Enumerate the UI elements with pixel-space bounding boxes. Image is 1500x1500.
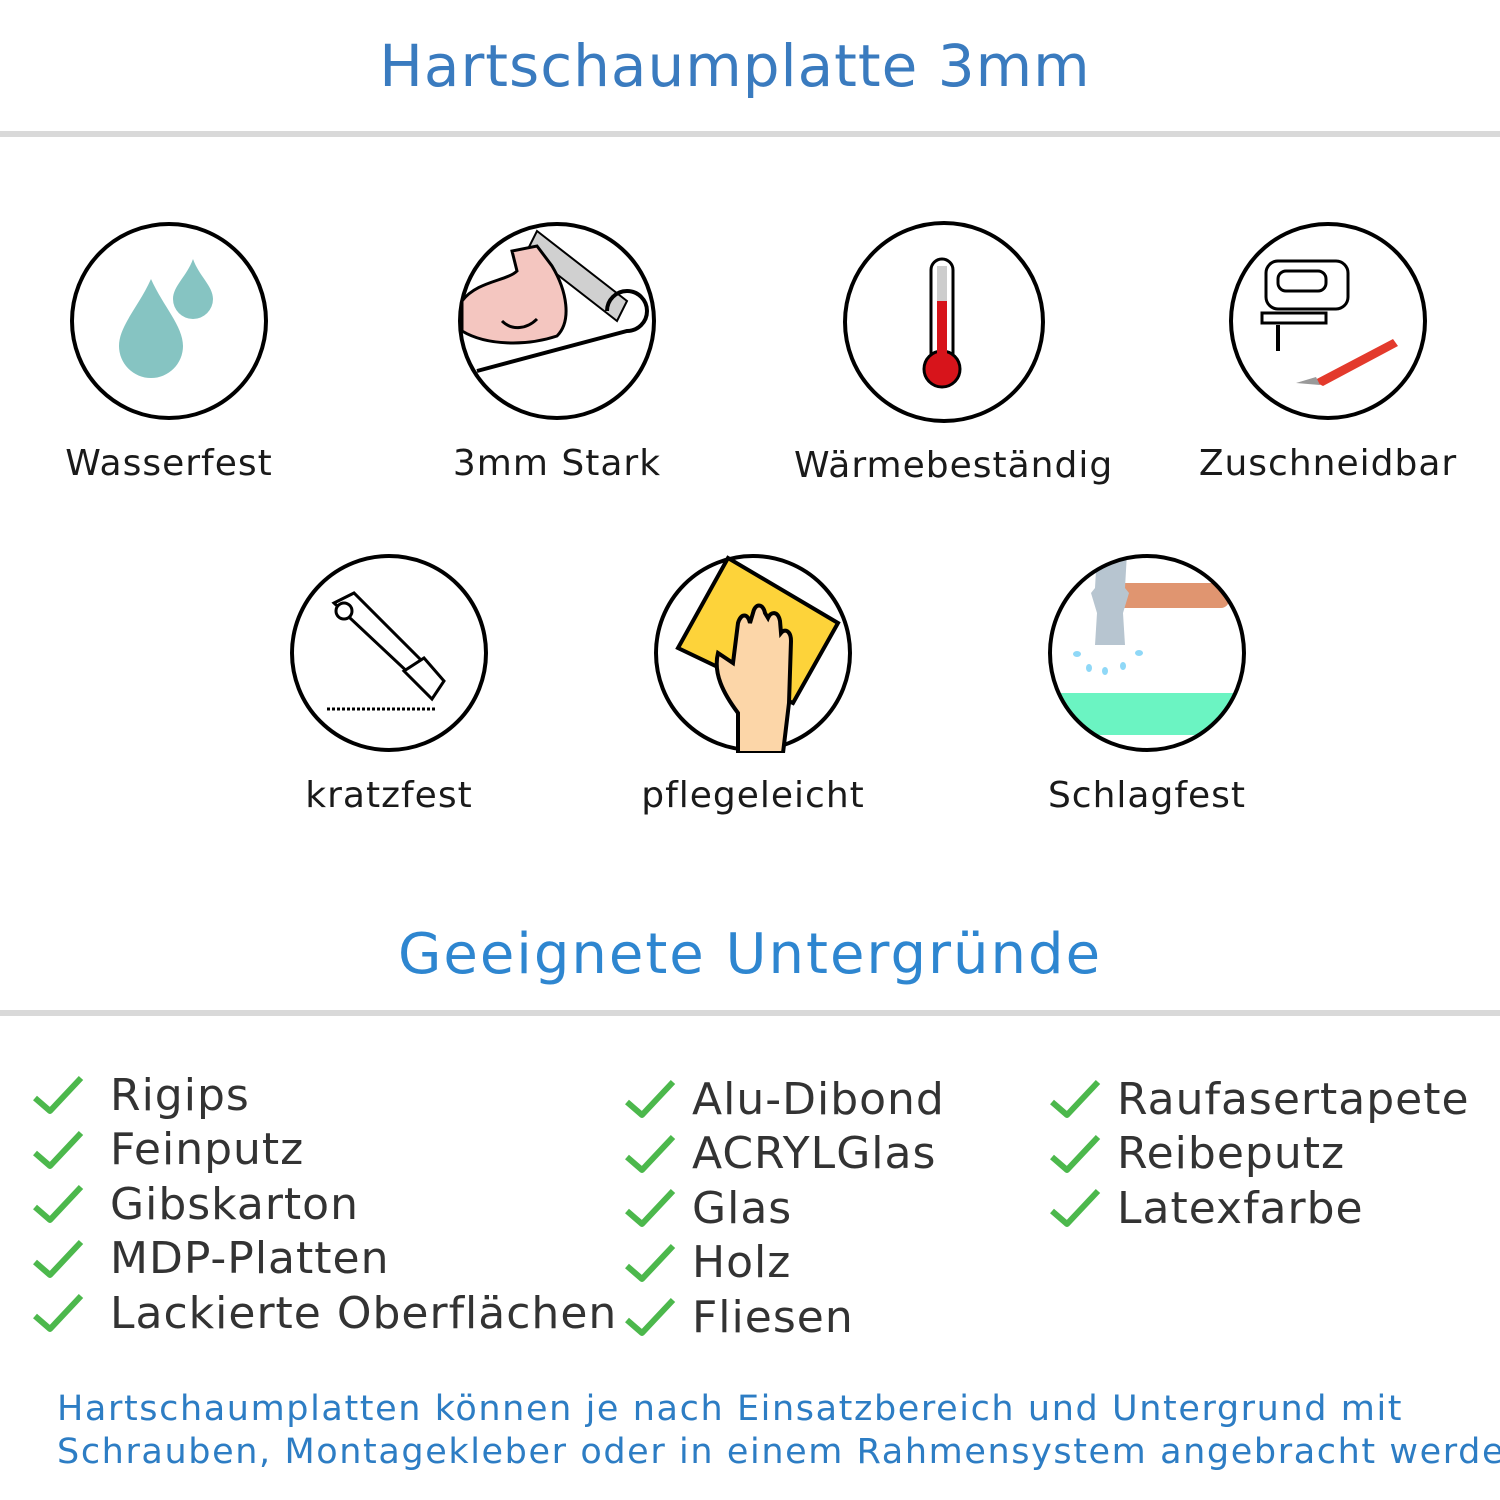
feature-kratzfest: kratzfest bbox=[239, 553, 539, 816]
hammer-icon bbox=[1048, 554, 1246, 752]
feature-schlagfest: Schlagfest bbox=[997, 553, 1297, 816]
water-drops-icon bbox=[70, 222, 268, 420]
thermometer-icon bbox=[843, 221, 1045, 423]
cleaning-sponge-hand-icon bbox=[654, 554, 852, 753]
feature-3mm-stark: 3mm Stark bbox=[407, 221, 707, 484]
feature-pflegeleicht: pflegeleicht bbox=[603, 553, 903, 816]
divider bbox=[0, 131, 1500, 137]
surface-list-col3: Raufasertapete Reibeputz Latexfarbe bbox=[1049, 1072, 1470, 1236]
checkmark-icon bbox=[1049, 1078, 1101, 1120]
checkmark-icon bbox=[1049, 1133, 1101, 1175]
item-label: Gibskarton bbox=[110, 1178, 359, 1230]
feature-label: 3mm Stark bbox=[452, 443, 662, 484]
item-label: MDP-Platten bbox=[110, 1233, 390, 1285]
checkmark-icon bbox=[624, 1242, 676, 1284]
checkmark-icon bbox=[32, 1292, 84, 1334]
mounting-note: Hartschaumplatten können je nach Einsatz… bbox=[57, 1388, 1500, 1474]
item-label: ACRYLGlas bbox=[692, 1128, 937, 1180]
jigsaw-knife-icon bbox=[1229, 222, 1427, 420]
list-item: Latexfarbe bbox=[1049, 1181, 1470, 1236]
note-line: Hartschaumplatten können je nach Einsatz… bbox=[57, 1389, 1404, 1429]
strong-arm-icon bbox=[458, 222, 656, 420]
list-item: Gibskarton bbox=[32, 1177, 617, 1232]
list-item: Lackierte Oberflächen bbox=[32, 1286, 617, 1341]
list-item: Reibeputz bbox=[1049, 1127, 1470, 1182]
item-label: Fliesen bbox=[692, 1291, 854, 1343]
section-heading: Geeignete Untergründe bbox=[397, 922, 1103, 987]
surface-list-col1: Rigips Feinputz Gibskarton MDP-Platten L… bbox=[32, 1068, 617, 1341]
item-label: Raufasertapete bbox=[1117, 1073, 1470, 1125]
list-item: Glas bbox=[624, 1181, 945, 1236]
cutter-knife-icon bbox=[290, 554, 488, 752]
feature-label: kratzfest bbox=[305, 775, 473, 816]
checkmark-icon bbox=[32, 1183, 84, 1225]
item-label: Alu-Dibond bbox=[692, 1073, 945, 1125]
surface-list-col2: Alu-Dibond ACRYLGlas Glas Holz Fliesen bbox=[624, 1072, 945, 1345]
divider bbox=[0, 1010, 1500, 1016]
checkmark-icon bbox=[32, 1074, 84, 1116]
list-item: Holz bbox=[624, 1236, 945, 1291]
item-label: Latexfarbe bbox=[1117, 1182, 1364, 1234]
checkmark-icon bbox=[624, 1296, 676, 1338]
item-label: Glas bbox=[692, 1182, 793, 1234]
item-label: Rigips bbox=[110, 1069, 250, 1121]
item-label: Feinputz bbox=[110, 1124, 305, 1176]
checkmark-icon bbox=[1049, 1187, 1101, 1229]
checkmark-icon bbox=[624, 1133, 676, 1175]
feature-wasserfest: Wasserfest bbox=[19, 221, 319, 484]
page-title: Hartschaumplatte 3mm bbox=[379, 32, 1091, 100]
feature-label: Schlagfest bbox=[1047, 775, 1247, 816]
feature-label: Wärmebeständig bbox=[794, 445, 1114, 486]
feature-label: Zuschneidbar bbox=[1198, 443, 1458, 484]
item-label: Lackierte Oberflächen bbox=[110, 1287, 618, 1339]
list-item: Raufasertapete bbox=[1049, 1072, 1470, 1127]
list-item: Fliesen bbox=[624, 1290, 945, 1345]
list-item: MDP-Platten bbox=[32, 1232, 617, 1287]
feature-label: Wasserfest bbox=[65, 443, 273, 484]
note-line: Schrauben, Montagekleber oder in einem R… bbox=[57, 1432, 1500, 1472]
feature-zuschneidbar: Zuschneidbar bbox=[1178, 221, 1478, 484]
list-item: ACRYLGlas bbox=[624, 1127, 945, 1182]
checkmark-icon bbox=[32, 1238, 84, 1280]
checkmark-icon bbox=[624, 1187, 676, 1229]
checkmark-icon bbox=[624, 1078, 676, 1120]
checkmark-icon bbox=[32, 1129, 84, 1171]
list-item: Feinputz bbox=[32, 1123, 617, 1178]
feature-label: pflegeleicht bbox=[641, 775, 865, 816]
list-item: Rigips bbox=[32, 1068, 617, 1123]
feature-waermebestaendig: Wärmebeständig bbox=[794, 221, 1114, 486]
list-item: Alu-Dibond bbox=[624, 1072, 945, 1127]
item-label: Reibeputz bbox=[1117, 1128, 1346, 1180]
item-label: Holz bbox=[692, 1237, 792, 1289]
